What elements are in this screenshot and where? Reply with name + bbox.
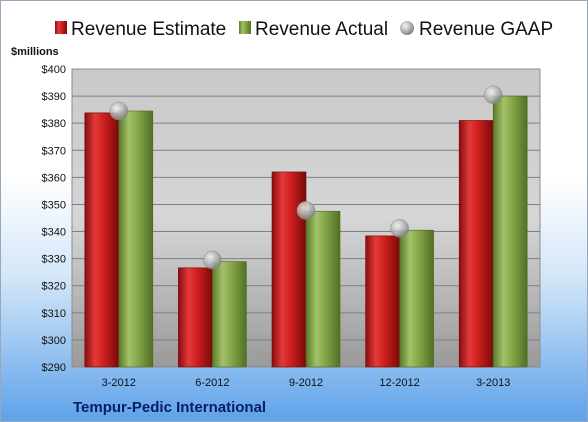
legend-item-estimate: Revenue Estimate [55,19,226,40]
legend: Revenue Estimate Revenue Actual Revenue … [55,19,553,40]
bar-actual-3-2012 [118,110,154,368]
y-tick-label: $300 [42,335,66,347]
y-tick-label: $350 [42,199,66,211]
bar-estimate-3-2013 [458,120,494,368]
y-tick-label: $310 [42,308,66,320]
y-tick-label: $380 [42,118,66,130]
legend-label-gaap: Revenue GAAP [419,19,553,40]
y-tick-label: $320 [42,281,66,293]
bar-estimate-12-2012 [365,235,400,368]
y-tick-label: $400 [42,64,66,76]
y-tick-label: $340 [42,227,66,239]
legend-swatch-gaap [400,21,414,35]
y-tick-label: $370 [42,145,66,157]
y-tick-label: $360 [42,172,66,184]
x-tick-label: 3-2013 [476,377,510,389]
y-tick-label: $390 [42,91,66,103]
bar-estimate-6-2012 [178,267,213,368]
x-tick-label: 9-2012 [289,377,323,389]
x-axis-ticks: 3-2012 6-2012 9-2012 12-2012 3-2013 [102,377,511,389]
gaap-markers [109,85,503,270]
legend-item-gaap: Revenue GAAP [400,19,553,40]
marker-gaap-12-2012 [390,219,409,238]
y-axis-unit-label: $millions [11,46,59,58]
bar-estimate-3-2012 [84,112,120,368]
bar-estimate-9-2012 [271,171,307,368]
company-name: Tempur-Pedic International [73,399,266,416]
x-tick-label: 12-2012 [379,377,419,389]
bar-actual-3-2013 [492,95,528,368]
legend-swatch-estimate [55,21,67,34]
marker-gaap-6-2012 [203,250,222,270]
legend-swatch-actual [239,21,251,34]
y-tick-label: $290 [42,362,66,374]
bar-actual-9-2012 [305,210,341,368]
x-tick-label: 6-2012 [195,377,229,389]
marker-gaap-3-2012 [109,101,129,121]
bar-actual-12-2012 [399,229,434,368]
bars [84,95,528,368]
y-tick-label: $330 [42,254,66,266]
legend-label-actual: Revenue Actual [255,19,388,40]
x-tick-label: 3-2012 [102,377,136,389]
marker-gaap-3-2013 [483,85,503,104]
y-axis-ticks: $290 $300 $310 $320 $330 $340 $350 $360 $370 $380… [42,64,66,374]
bar-actual-6-2012 [212,261,247,368]
legend-item-actual: Revenue Actual [239,19,388,40]
marker-gaap-9-2012 [296,201,316,220]
legend-label-estimate: Revenue Estimate [71,19,226,40]
